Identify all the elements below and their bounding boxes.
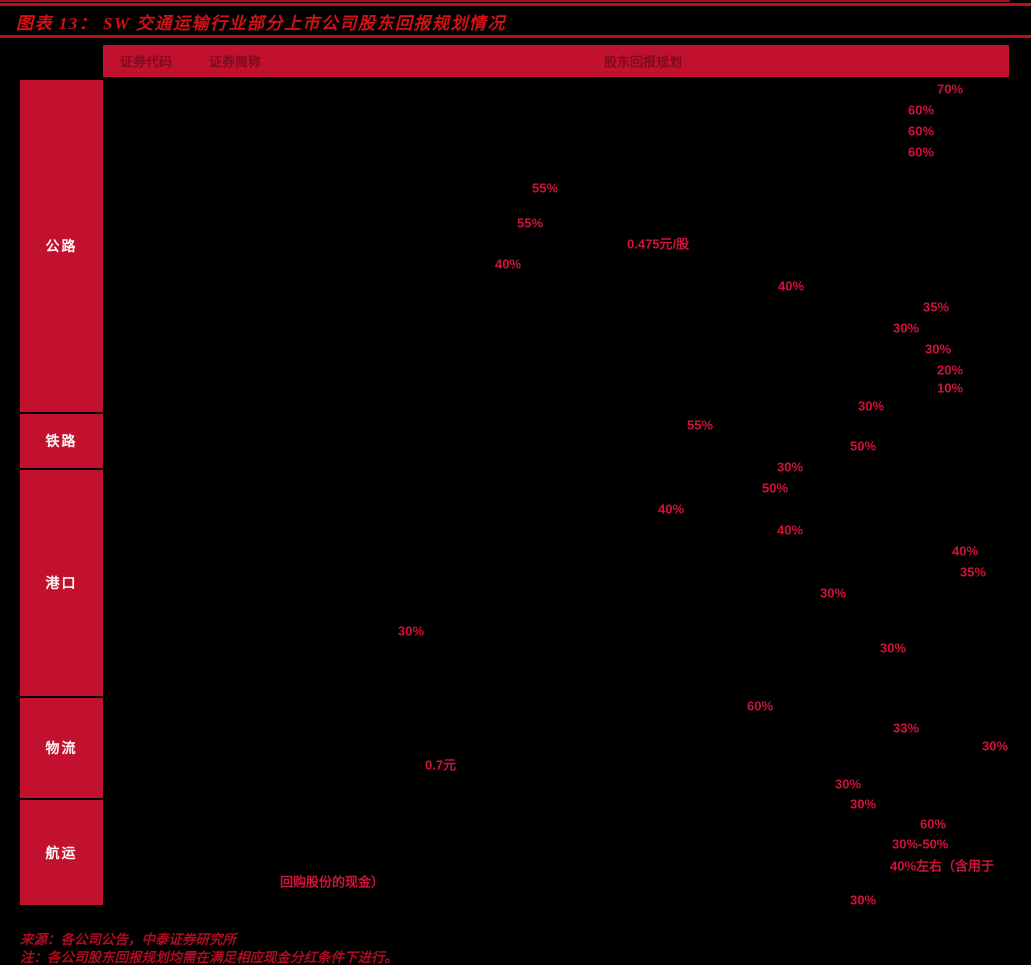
return-plan-value: 30%	[858, 398, 885, 414]
return-plan-value: 30%	[880, 640, 907, 656]
return-plan-value: 50%	[850, 438, 877, 454]
return-plan-value: 30%	[835, 776, 862, 792]
return-plan-value: 60%	[747, 698, 774, 714]
return-plan-value: 40%	[777, 522, 804, 538]
category-block: 物流	[20, 698, 103, 798]
category-block: 铁路	[20, 414, 103, 468]
category-label: 港口	[45, 575, 78, 591]
bottom-rule	[0, 0, 1010, 2]
category-label: 公路	[45, 238, 78, 254]
top-rule	[0, 3, 1031, 6]
return-plan-value: 55%	[532, 180, 559, 196]
return-plan-value: 70%	[937, 81, 964, 97]
column-header-1: 证券简称	[209, 54, 262, 70]
return-plan-value: 40%	[778, 278, 805, 294]
category-block: 港口	[20, 470, 103, 696]
table-header-bar: 证券代码 证券简称 股东回报规划	[103, 45, 1009, 77]
return-plan-value: 40%左右（含用于	[890, 858, 995, 874]
return-plan-value: 30%	[982, 738, 1009, 754]
return-plan-value: 55%	[517, 215, 544, 231]
return-plan-value: 60%	[908, 144, 935, 160]
return-plan-value: 35%	[923, 299, 950, 315]
return-plan-value: 10%	[937, 380, 964, 396]
figure-title: 图表 13： SW 交通运输行业部分上市公司股东回报规划情况	[16, 14, 507, 33]
return-plan-value: 60%	[908, 102, 935, 118]
return-plan-value: 30%	[893, 320, 920, 336]
return-plan-value: 30%	[850, 892, 877, 908]
return-plan-value: 20%	[937, 362, 964, 378]
return-plan-value: 60%	[920, 816, 947, 832]
category-block: 航运	[20, 800, 103, 905]
return-plan-value: 30%	[398, 623, 425, 639]
return-plan-value: 35%	[960, 564, 987, 580]
return-plan-value: 0.7元	[425, 757, 457, 773]
return-plan-value: 30%	[820, 585, 847, 601]
column-header-2: 股东回报规划	[604, 54, 683, 70]
title-rule	[0, 35, 1031, 38]
column-header-0: 证券代码	[120, 54, 173, 70]
return-plan-value: 30%-50%	[892, 836, 949, 852]
return-plan-value: 30%	[777, 459, 804, 475]
return-plan-value: 33%	[893, 720, 920, 736]
return-plan-value: 0.475元/股	[627, 236, 690, 252]
category-block: 公路	[20, 80, 103, 412]
return-plan-value: 40%	[495, 256, 522, 272]
return-plan-value: 55%	[687, 417, 714, 433]
category-label: 航运	[45, 844, 78, 861]
caveat-note: 注：各公司股东回报规划均需在满足相应现金分红条件下进行。	[20, 950, 398, 965]
return-plan-value: 30%	[850, 796, 877, 812]
category-label: 铁路	[45, 433, 78, 449]
category-label: 物流	[45, 740, 78, 756]
return-plan-value: 30%	[925, 341, 952, 357]
return-plan-value: 40%	[952, 543, 979, 559]
return-plan-value: 60%	[908, 123, 935, 139]
source-note: 来源：各公司公告，中泰证券研究所	[20, 932, 236, 947]
return-plan-value: 40%	[658, 501, 685, 517]
return-plan-value: 50%	[762, 480, 789, 496]
return-plan-value: 回购股份的现金）	[280, 874, 385, 890]
